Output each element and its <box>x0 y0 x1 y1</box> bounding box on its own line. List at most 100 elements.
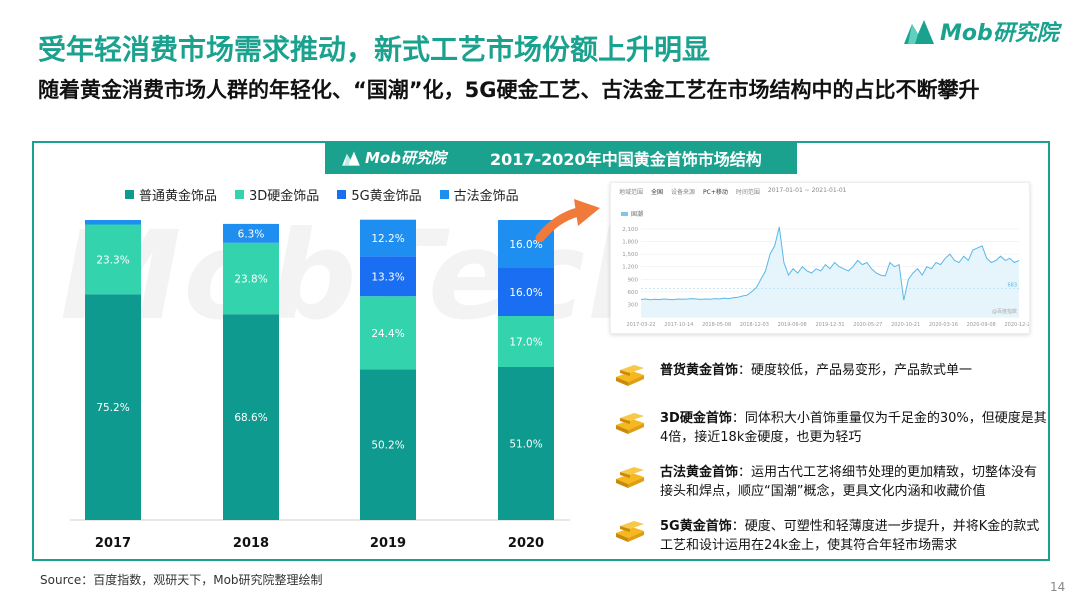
desc-name: 古法黄金首饰 <box>660 465 739 480</box>
bar-data-label: 13.3% <box>371 271 404 283</box>
trend-legend: 国潮 <box>621 209 643 218</box>
legend-item-3d-hard-gold: 3D硬金饰品 <box>235 185 319 204</box>
bar-segment <box>85 220 141 225</box>
chart-banner: Mob研究院 2017-2020年中国黄金首饰市场结构 <box>325 141 797 174</box>
bar-data-label: 6.3% <box>238 228 265 240</box>
trend-filter-bar: 地域范围 全国 设备来源 PC+移动 时间范围 2017-01-01 ~ 202… <box>619 187 855 196</box>
trend-filter-label: 时间范围 <box>735 189 760 196</box>
bar-data-label: 23.3% <box>96 254 129 266</box>
bar-data-label: 17.0% <box>509 337 542 349</box>
x-tick-label: 2019 <box>370 536 406 551</box>
desc-text: 5G黄金首饰：硬度、可塑性和轻薄度进一步提升，并将K金的款式工艺和设计运用在24… <box>660 517 1048 555</box>
bar-data-label: 16.0% <box>509 239 542 251</box>
bar-segment <box>360 256 416 297</box>
bar-segment <box>85 294 141 520</box>
bar-segment <box>360 219 416 257</box>
trend-x-tick: 2019-06-08 <box>778 322 807 328</box>
gold-bars-icon <box>616 467 644 488</box>
bar-segment <box>360 296 416 370</box>
bar-data-label: 24.4% <box>371 328 404 340</box>
trend-filter-label: 地域范围 <box>619 189 644 196</box>
mob-logo-icon <box>904 20 934 44</box>
desc-name: 3D硬金首饰 <box>660 411 732 426</box>
trend-average-label: 683 <box>1007 282 1017 288</box>
baidu-index-trend-screenshot: 地域范围 全国 设备来源 PC+移动 时间范围 2017-01-01 ~ 202… <box>610 182 1030 334</box>
bar-segment <box>223 314 279 520</box>
legend-item-regular-gold: 普通黄金饰品 <box>125 185 217 204</box>
legend-swatch <box>439 190 449 199</box>
bar-segment <box>223 223 279 243</box>
legend-label: 3D硬金饰品 <box>249 189 320 204</box>
trend-y-tick: 2,100 <box>622 227 638 233</box>
page-title: 受年轻消费市场需求推动，新式工艺市场份额上升明显 <box>38 33 711 66</box>
trend-x-tick: 2020-03-16 <box>929 322 958 328</box>
gold-bars-icon <box>616 413 644 434</box>
desc-item-5g: 5G黄金首饰：硬度、可塑性和轻薄度进一步提升，并将K金的款式工艺和设计运用在24… <box>612 517 1048 555</box>
trend-area <box>641 226 1019 317</box>
trend-x-tick: 2019-12-31 <box>815 322 844 328</box>
bar-segment <box>498 316 554 367</box>
trend-x-tick: 2020-05-27 <box>853 322 882 328</box>
legend-label: 5G黄金饰品 <box>351 189 422 204</box>
desc-body: ：硬度、可塑性和轻薄度进一步提升，并将K金的款式工艺和设计运用在24k金上，使其… <box>660 519 1040 553</box>
legend-item-5g-gold: 5G黄金饰品 <box>337 185 422 204</box>
bar-data-label: 68.6% <box>234 412 267 424</box>
trend-y-tick: 1,200 <box>622 265 638 271</box>
trend-filter-value: 全国 <box>651 189 664 196</box>
x-tick-label: 2020 <box>508 536 544 551</box>
desc-item-3d: 3D硬金首饰：同体积大小首饰重量仅为千足金的30%，但硬度是其4倍，接近18k金… <box>612 409 1048 447</box>
x-tick-label: 2018 <box>233 536 269 551</box>
trend-y-tick: 600 <box>628 290 639 296</box>
trend-filter-value: PC+移动 <box>703 189 728 196</box>
desc-text: 普货黄金首饰：硬度较低，产品易变形，产品款式单一 <box>660 361 1048 380</box>
legend-label: 普通黄金饰品 <box>139 189 218 204</box>
trend-legend-label: 国潮 <box>631 211 644 218</box>
gold-bars-icon <box>616 365 644 386</box>
chart-title: 2017-2020年中国黄金首饰市场结构 <box>489 149 762 169</box>
legend-swatch <box>235 190 245 199</box>
trend-y-tick: 1,500 <box>622 252 638 258</box>
bar-data-label: 16.0% <box>509 287 542 299</box>
legend-item-ancient-gold: 古法金饰品 <box>439 185 519 204</box>
banner-logo: Mob研究院 <box>341 147 446 168</box>
bar-data-label: 12.2% <box>371 233 404 245</box>
gold-bars-icon <box>616 521 644 542</box>
trend-x-tick: 2018-12-03 <box>740 322 769 328</box>
orange-arrow-icon <box>535 199 600 242</box>
trend-y-tick: 300 <box>628 302 639 308</box>
source-note: Source：百度指数，观研天下，Mob研究院整理绘制 <box>40 573 323 587</box>
trend-y-tick: 900 <box>628 277 639 283</box>
trend-line <box>640 226 1020 301</box>
legend-swatch <box>337 190 347 199</box>
trend-line-chart: 2,100 1,800 1,500 1,200 900 600 300 683 @百度指数 201… <box>622 226 1029 328</box>
legend-swatch <box>125 190 134 199</box>
stacked-bar-chart: 75.2% 23.3% 2017 68.6% 23.8% 6.3% 2018 50.2% 24.… <box>70 219 570 551</box>
desc-item-regular: 普货黄金首饰：硬度较低，产品易变形，产品款式单一 <box>612 361 1048 387</box>
desc-body: ：硬度较低，产品易变形，产品款式单一 <box>738 363 973 378</box>
bar-segment <box>498 367 554 520</box>
bar-data-label: 23.8% <box>234 274 267 286</box>
bar-data-label: 50.2% <box>371 440 404 452</box>
bar-segment <box>360 369 416 520</box>
trend-y-tick: 1,800 <box>622 240 638 246</box>
page-number: 14 <box>1050 580 1066 594</box>
desc-body: ：同体积大小首饰重量仅为千足金的30%，但硬度是其4倍，接近18k金硬度，也更为… <box>660 411 1047 445</box>
desc-name: 5G黄金首饰 <box>660 519 732 534</box>
bar-segment <box>223 242 279 315</box>
desc-body: ：运用古代工艺将细节处理的更加精致，切整体没有接头和焊点，顺应“国潮”概念，更具… <box>660 465 1038 499</box>
bar-segment <box>85 224 141 295</box>
desc-name: 普货黄金首饰 <box>660 363 739 378</box>
banner-logo-text: Mob研究院 <box>365 149 446 167</box>
x-tick-label: 2017 <box>95 536 131 551</box>
trend-credit: @百度指数 <box>992 308 1017 315</box>
desc-item-ancient: 古法黄金首饰：运用古代工艺将细节处理的更加精致，切整体没有接头和焊点，顺应“国潮… <box>612 463 1048 501</box>
page-subtitle: 随着黄金消费市场人群的年轻化、“国潮”化，5G硬金工艺、古法金工艺在市场结构中的… <box>38 78 980 102</box>
trend-filter-value: 2017-01-01 ~ 2021-01-01 <box>767 187 847 194</box>
banner-logo-icon <box>342 151 360 166</box>
trend-x-tick: 2018-05-08 <box>702 322 731 328</box>
trend-legend-swatch <box>621 211 628 216</box>
mob-logo-text: Mob研究院 <box>940 21 1059 46</box>
chart-legend: 普通黄金饰品 3D硬金饰品 5G黄金饰品 古法金饰品 <box>125 185 537 204</box>
trend-filter-label: 设备来源 <box>671 189 696 196</box>
trend-x-tick: 2017-10-14 <box>664 322 693 328</box>
